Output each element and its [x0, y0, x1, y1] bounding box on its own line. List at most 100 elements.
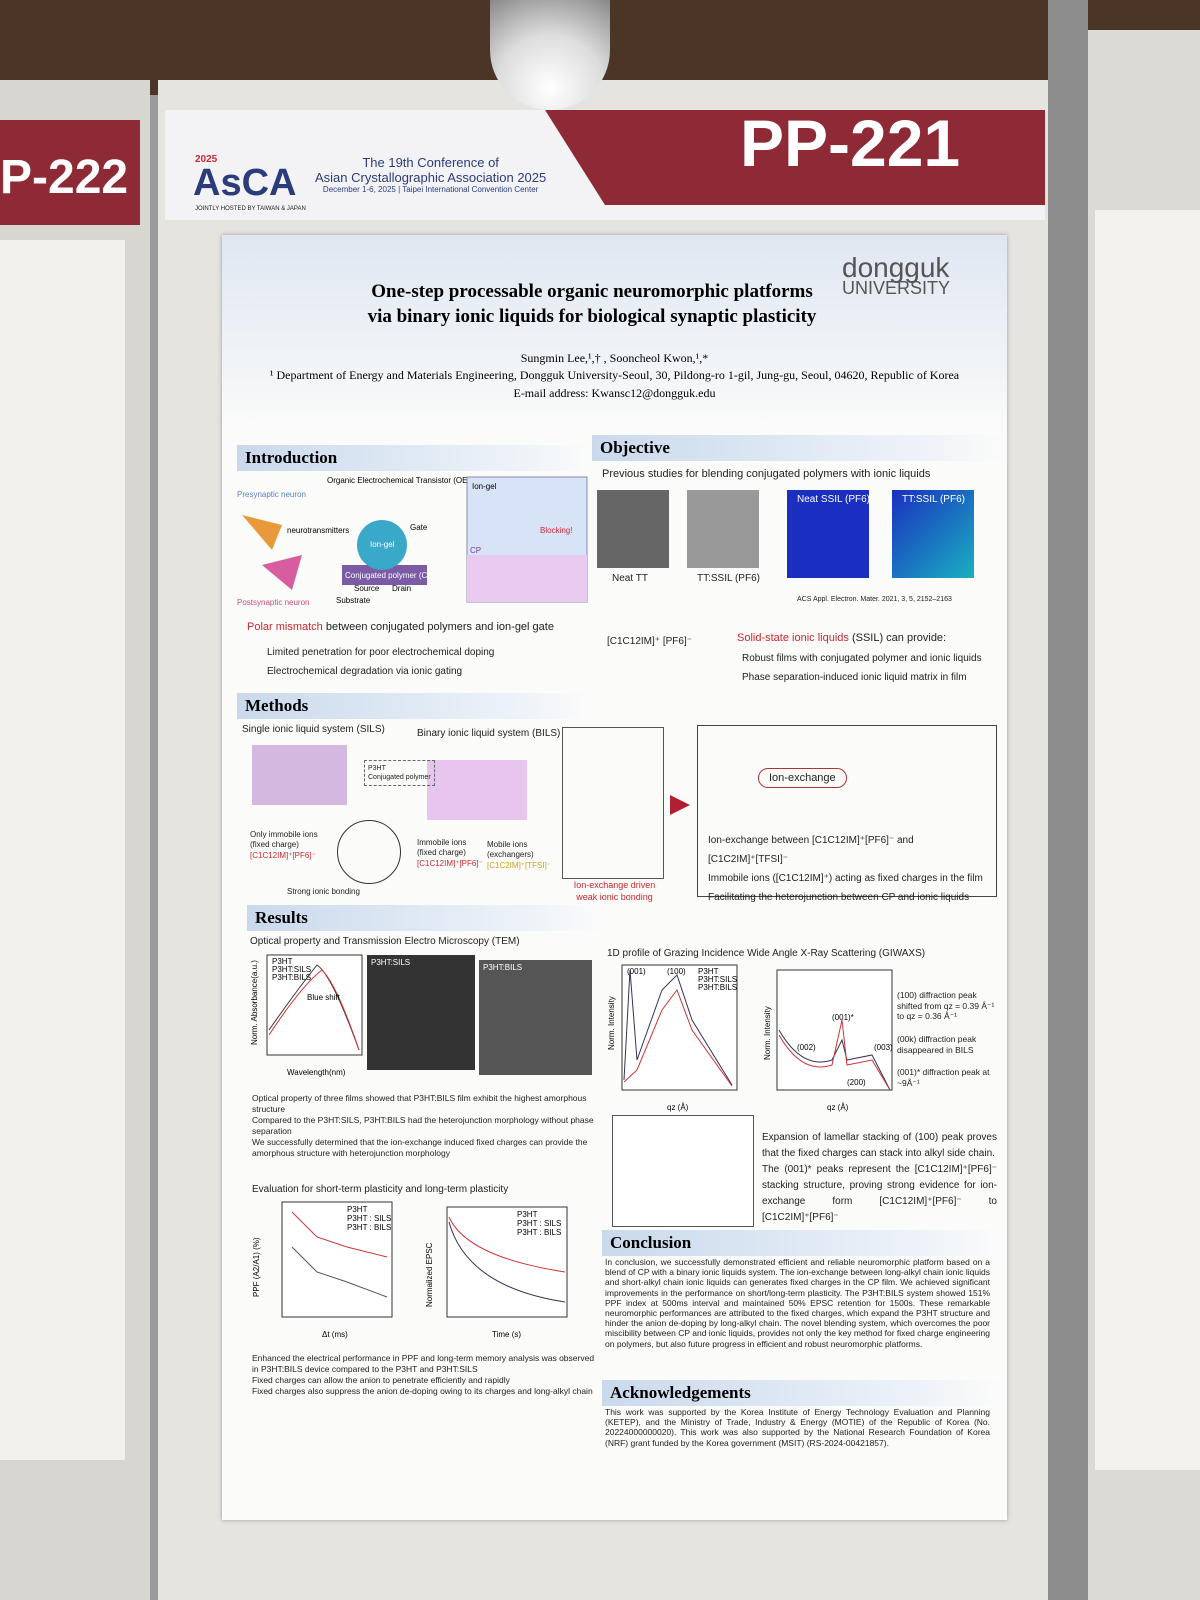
text: between conjugated polymers and ion-gel …	[325, 621, 554, 633]
peak-label: (200)	[847, 1078, 866, 1087]
axis-title: Wavelength(nm)	[287, 1068, 346, 1077]
legend: P3HT:BILS	[698, 983, 737, 992]
note: We successfully determined that the ion-…	[252, 1137, 588, 1159]
lamp	[490, 0, 610, 110]
bullet-list: Limited penetration for poor electrochem…	[267, 643, 494, 681]
image-label: TT:SSIL (PF6)	[697, 573, 760, 584]
left-banner: P-222	[0, 120, 140, 225]
acknowledgements-text: This work was supported by the Korea Ins…	[605, 1407, 990, 1448]
legend: P3HT:BILS	[272, 973, 311, 982]
label: Binary ionic liquid system (BILS)	[417, 728, 561, 739]
note: (100) diffraction peak shifted from qz =…	[897, 990, 995, 1022]
header: AsCA 2025 JOINTLY HOSTED BY TAIWAN & JAP…	[165, 106, 1045, 220]
figure-label: CP	[470, 546, 481, 555]
figure-label: Organic Electrochemical Transistor (OECT…	[327, 476, 481, 485]
bullet: Ion-exchange between [C1C12IM]⁺[PF6]⁻ an…	[708, 835, 914, 865]
curve	[448, 1216, 566, 1273]
text: Mobile ions (exchangers)	[487, 840, 534, 860]
legend: P3HT	[347, 1205, 368, 1214]
note: Expansion of lamellar stacking of (100) …	[762, 1132, 997, 1159]
note: Fixed charges also suppress the anion de…	[252, 1386, 593, 1397]
curve	[623, 969, 733, 1086]
header-banner	[545, 110, 1045, 205]
section-heading: Introduction	[237, 445, 593, 471]
ssil-line: Solid-state ionic liquids (SSIL) can pro…	[737, 631, 946, 645]
plot-frame	[621, 964, 738, 1091]
conference-line: The 19th Conference of	[362, 155, 499, 170]
notes: Enhanced the electrical performance in P…	[252, 1353, 597, 1397]
axis-title: Norm. Absorbance(a.u.)	[250, 960, 259, 1045]
label: Ion-exchange	[758, 768, 847, 789]
figure-label: Ion-gel	[472, 482, 497, 491]
title-line: via binary ionic liquids for biological …	[367, 305, 817, 327]
legend: P3HT : BILS	[347, 1223, 391, 1232]
conference-line: Asian Crystallographic Association 2025	[315, 170, 547, 185]
note: (00k) diffraction peak disappeared in BI…	[897, 1033, 977, 1055]
stacking-figure	[612, 1115, 754, 1227]
title-band	[222, 235, 1007, 435]
notes: Optical property of three films showed t…	[252, 1093, 597, 1159]
zoom-circle	[337, 820, 401, 884]
bullet: Facilitating the heterojunction between …	[708, 892, 970, 903]
legend: P3HT:SILS	[698, 975, 737, 984]
figure-label: Gate	[410, 523, 428, 532]
note: Compared to the P3HT:SILS, P3HT:BILS had…	[252, 1115, 594, 1137]
note: (001)* diffraction peak at ~9Å⁻¹	[897, 1067, 990, 1088]
note: Enhanced the electrical performance in P…	[252, 1353, 595, 1375]
figure-label: Blocking!	[540, 526, 572, 535]
peak-label: (100)	[667, 967, 686, 976]
frame-post	[150, 95, 158, 1600]
zoom-box	[562, 727, 664, 879]
figure-label: Drain	[392, 584, 411, 593]
plot-frame	[266, 954, 363, 1056]
p3ht-box: P3HT Conjugated polymer	[364, 760, 435, 787]
plot-frame	[281, 1201, 393, 1318]
university-word: UNIVERSITY	[842, 278, 951, 299]
molecule: [C1C12IM]⁺ [PF6]⁻	[607, 636, 693, 647]
section-heading: Methods	[237, 693, 593, 719]
bils-film	[427, 760, 527, 820]
ion-gel-drop	[357, 520, 407, 570]
highlight: Solid-state ionic liquids	[737, 632, 849, 644]
image-label: P3HT:SILS	[371, 958, 410, 967]
bullet-list: Robust films with conjugated polymer and…	[742, 649, 982, 687]
plot-frame	[776, 969, 893, 1091]
objective-images: Neat TT TT:SSIL (PF6) Neat SSIL (PF6) TT…	[597, 490, 997, 603]
figure-label: Ion-gel	[370, 540, 395, 549]
legend: P3HT	[698, 967, 719, 976]
giwaxs-figure: (001) (100) P3HT P3HT:SILS P3HT:BILS Nor…	[607, 964, 893, 1112]
highlight: Polar mismatch	[247, 621, 323, 633]
poster: One-step processable organic neuromorphi…	[222, 235, 1008, 1520]
legend: P3HT	[272, 957, 293, 966]
axis-title: qz (Å)	[667, 1103, 689, 1112]
intro-figure: Presynaptic neuron Organic Electrochemic…	[237, 476, 588, 607]
hosts: JOINTLY HOSTED BY TAIWAN & JAPAN	[195, 206, 306, 212]
curve	[623, 988, 733, 1087]
curve	[291, 1211, 388, 1258]
right-poster	[1095, 210, 1200, 1470]
peak-label: (002)	[797, 1043, 816, 1052]
channel	[342, 565, 427, 585]
left-poster	[0, 240, 125, 1460]
neighbor-id: P-222	[0, 151, 129, 204]
dates: December 1-6, 2025 | Taipei Internationa…	[322, 185, 539, 194]
optical-figure: P3HT P3HT:SILS P3HT:BILS Blue shift Norm…	[250, 954, 592, 1077]
image-label: TT:SSIL (PF6)	[902, 494, 965, 505]
axis-title: Norm. Intensity	[607, 996, 616, 1050]
neuron	[262, 555, 302, 590]
bullet: Robust films with conjugated polymer and…	[742, 653, 982, 664]
legend: P3HT : SILS	[517, 1219, 561, 1228]
axis-title: qz (Å)	[827, 1103, 849, 1112]
ion-exchange-box: Ion-exchange Ion-exchange between [C1C12…	[697, 725, 997, 903]
text: [C1C12IM]⁺[PF6]⁻	[417, 858, 483, 868]
curve	[448, 1221, 566, 1303]
reference: ACS Appl. Electron. Mater. 2021, 3, 5, 2…	[797, 596, 952, 603]
section-heading: Results	[247, 905, 603, 931]
figure-label: neurotransmitters	[287, 526, 349, 535]
label: P3HT	[368, 765, 386, 772]
figure-label: Conjugated polymer (CP)	[345, 571, 436, 580]
notes: Expansion of lamellar stacking of (100) …	[762, 1130, 997, 1226]
label: Ion-exchange driven weak ionic bonding	[573, 880, 656, 902]
figure-label: Source	[354, 584, 380, 593]
